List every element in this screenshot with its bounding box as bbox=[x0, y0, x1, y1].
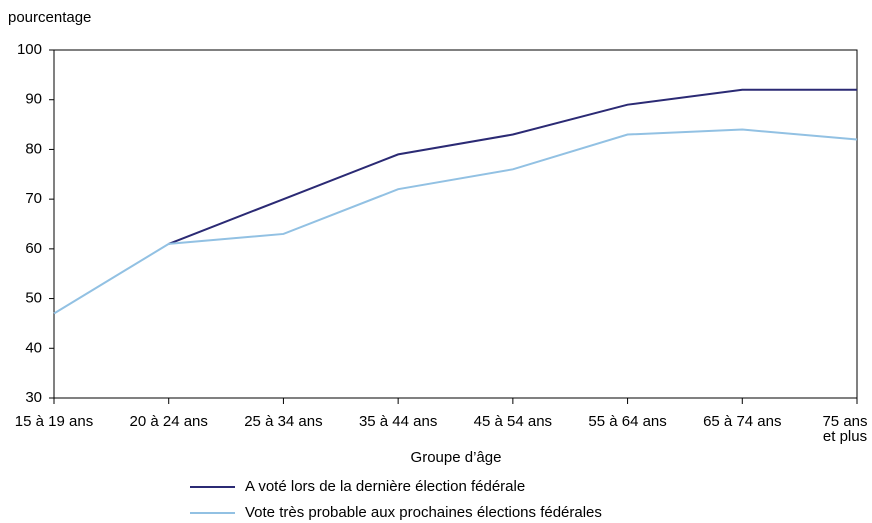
x-tick-label: 75 ans et plus bbox=[822, 413, 868, 445]
x-tick-label: 25 à 34 ans bbox=[244, 413, 323, 430]
y-tick-label: 50 bbox=[25, 290, 42, 307]
x-tick-label: 55 à 64 ans bbox=[588, 413, 667, 430]
y-tick-label: 70 bbox=[25, 190, 42, 207]
x-tick-label: 20 à 24 ans bbox=[129, 413, 208, 430]
legend-label: A voté lors de la dernière élection fédé… bbox=[245, 478, 525, 495]
series-line bbox=[53, 128, 858, 315]
x-tick-label: 15 à 19 ans bbox=[14, 413, 94, 430]
legend-label: Vote très probable aux prochaines électi… bbox=[245, 504, 602, 521]
y-tick-label: 100 bbox=[17, 41, 42, 58]
x-axis-label: Groupe d’âge bbox=[411, 449, 502, 466]
y-tick-label: 90 bbox=[25, 91, 42, 108]
x-tick-label: 65 à 74 ans bbox=[703, 413, 782, 430]
y-tick-label: 60 bbox=[25, 240, 42, 257]
y-tick-label: 30 bbox=[25, 389, 42, 406]
x-tick-label: 35 à 44 ans bbox=[358, 413, 438, 430]
x-tick-label: 45 à 54 ans bbox=[473, 413, 553, 430]
plot-frame bbox=[53, 49, 858, 399]
y-tick-label: 40 bbox=[25, 339, 42, 356]
y-tick-label: 80 bbox=[25, 140, 42, 157]
y-axis-label: pourcentage bbox=[8, 9, 91, 26]
series-line bbox=[168, 88, 857, 245]
